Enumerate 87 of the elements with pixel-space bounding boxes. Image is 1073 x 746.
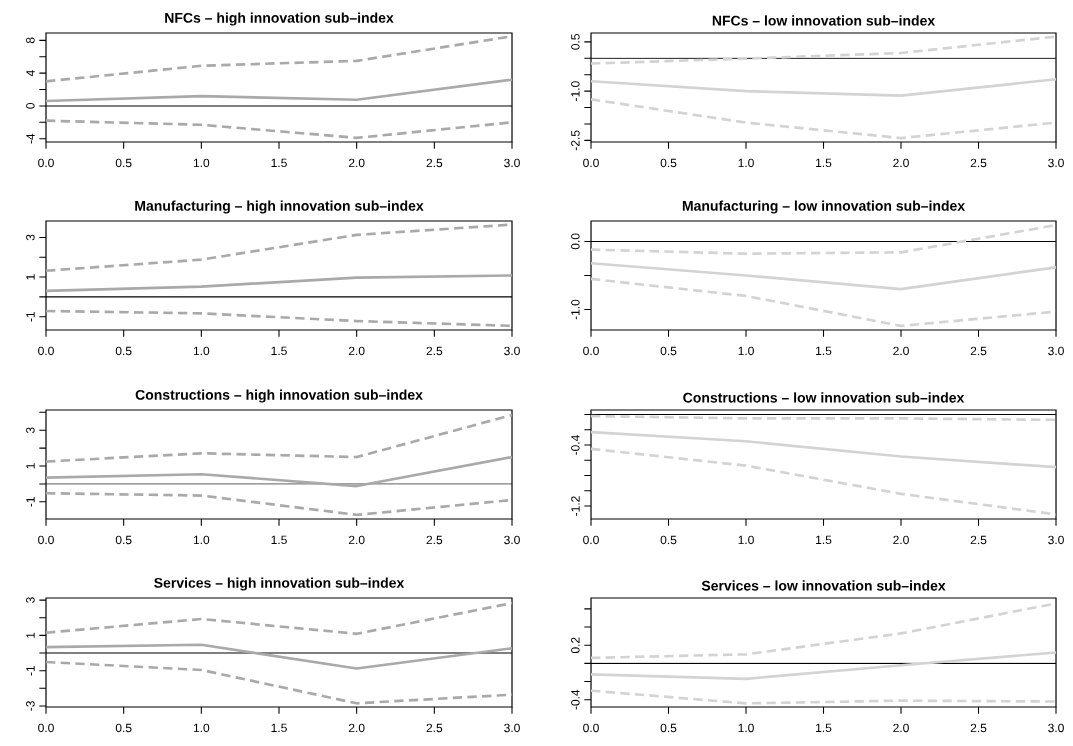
x-tick-label: 2.0 bbox=[893, 158, 909, 168]
x-tick-label: 0.5 bbox=[115, 346, 132, 356]
x-tick-label: 3.0 bbox=[1048, 535, 1064, 545]
y-tick-label: -1.2 bbox=[571, 496, 580, 516]
y-tick-label: -1.0 bbox=[571, 81, 580, 101]
x-tick-label: 2.0 bbox=[348, 158, 365, 168]
x-tick-label: 3.0 bbox=[1048, 158, 1064, 168]
x-tick-label: 3.0 bbox=[504, 723, 520, 733]
y-tick-label: 0.0 bbox=[571, 233, 580, 250]
chart-title: Manufacturing – high innovation sub–index bbox=[135, 200, 424, 214]
y-tick-label: 1 bbox=[26, 632, 35, 638]
y-tick-label: 0.5 bbox=[571, 34, 580, 50]
x-tick-label: 2.5 bbox=[426, 158, 443, 168]
x-tick-label: 2.5 bbox=[970, 723, 987, 733]
x-tick-label: 3.0 bbox=[504, 346, 520, 356]
x-tick-label: 0.0 bbox=[583, 535, 599, 545]
x-tick-label: 1.0 bbox=[193, 158, 210, 168]
x-tick-label: 2.5 bbox=[970, 346, 987, 356]
x-tick-label: 2.5 bbox=[426, 535, 443, 545]
x-tick-label: 2.0 bbox=[348, 346, 365, 356]
x-tick-label: 0.5 bbox=[115, 723, 132, 733]
y-tick-label: 0 bbox=[26, 103, 35, 109]
x-tick-label: 1.5 bbox=[271, 158, 287, 168]
x-tick-label: 3.0 bbox=[504, 535, 520, 545]
x-tick-label: 0.0 bbox=[583, 723, 599, 733]
x-tick-label: 0.5 bbox=[660, 346, 677, 356]
x-tick-label: 2.5 bbox=[426, 346, 443, 356]
y-tick-label: -2.5 bbox=[571, 130, 580, 151]
y-tick-label: 4 bbox=[26, 70, 35, 77]
x-tick-label: 1.5 bbox=[816, 346, 832, 356]
x-tick-label: 3.0 bbox=[1048, 346, 1064, 356]
x-tick-label: 1.0 bbox=[193, 346, 210, 356]
x-tick-label: 2.0 bbox=[348, 723, 365, 733]
y-tick-label: 0.2 bbox=[571, 637, 580, 654]
y-tick-label: -0.4 bbox=[571, 689, 580, 710]
y-tick-label: -4 bbox=[26, 133, 35, 144]
x-tick-label: 2.5 bbox=[426, 723, 443, 733]
x-tick-label: 2.0 bbox=[893, 535, 909, 545]
x-tick-label: 1.0 bbox=[738, 535, 754, 545]
x-tick-label: 0.5 bbox=[660, 535, 677, 545]
x-tick-label: 1.0 bbox=[738, 158, 754, 168]
x-tick-label: 0.0 bbox=[583, 158, 599, 168]
x-tick-label: 1.5 bbox=[816, 535, 832, 545]
y-tick-label: 1 bbox=[26, 274, 35, 280]
y-tick-label: 3 bbox=[26, 427, 35, 434]
x-tick-label: 1.0 bbox=[738, 346, 754, 356]
chart-title: NFCs – low innovation sub–index bbox=[712, 15, 936, 26]
x-tick-label: 0.5 bbox=[115, 158, 132, 168]
x-tick-label: 1.5 bbox=[271, 535, 287, 545]
chart-title: Constructions – high innovation sub–index bbox=[135, 389, 423, 403]
y-tick-label: -1 bbox=[26, 497, 35, 507]
x-tick-label: 2.0 bbox=[348, 535, 365, 545]
y-tick-label: 8 bbox=[26, 37, 35, 44]
x-tick-label: 1.0 bbox=[193, 535, 210, 545]
x-tick-label: 1.5 bbox=[816, 158, 832, 168]
x-tick-label: 0.0 bbox=[38, 535, 54, 545]
x-tick-label: 2.5 bbox=[970, 158, 987, 168]
x-tick-label: 1.5 bbox=[271, 346, 287, 356]
x-tick-label: 0.0 bbox=[38, 723, 54, 733]
x-tick-label: 0.0 bbox=[38, 346, 54, 356]
x-tick-label: 0.5 bbox=[660, 723, 677, 733]
y-tick-label: -1 bbox=[26, 311, 35, 322]
x-tick-label: 0.5 bbox=[660, 158, 677, 168]
y-tick-label: -3 bbox=[26, 701, 35, 711]
y-tick-label: -1.0 bbox=[571, 299, 580, 320]
x-tick-label: 2.0 bbox=[893, 346, 909, 356]
x-tick-label: 1.0 bbox=[738, 723, 754, 733]
y-tick-label: 3 bbox=[26, 597, 35, 603]
x-tick-label: 0.5 bbox=[115, 535, 132, 545]
chart-title: Manufacturing – low innovation sub–index bbox=[682, 200, 965, 214]
chart-title: Constructions – low innovation sub–index bbox=[683, 392, 965, 403]
x-tick-label: 3.0 bbox=[1048, 723, 1064, 733]
x-tick-label: 1.5 bbox=[816, 723, 832, 733]
x-tick-label: 2.0 bbox=[893, 723, 909, 733]
y-tick-label: 3 bbox=[26, 234, 35, 241]
x-tick-label: 0.0 bbox=[583, 346, 599, 356]
x-tick-label: 1.5 bbox=[271, 723, 287, 733]
chart-title: Services – low innovation sub–index bbox=[701, 580, 946, 591]
y-tick-label: 1 bbox=[26, 463, 35, 469]
chart-title: NFCs – high innovation sub–index bbox=[165, 12, 394, 26]
x-tick-label: 0.0 bbox=[38, 158, 54, 168]
x-tick-label: 2.5 bbox=[970, 535, 987, 545]
chart-title: Services – high innovation sub–index bbox=[154, 577, 405, 591]
x-tick-label: 1.0 bbox=[193, 723, 210, 733]
y-tick-label: -1 bbox=[26, 665, 35, 676]
y-tick-label: -0.4 bbox=[571, 435, 580, 455]
x-tick-label: 3.0 bbox=[504, 158, 520, 168]
